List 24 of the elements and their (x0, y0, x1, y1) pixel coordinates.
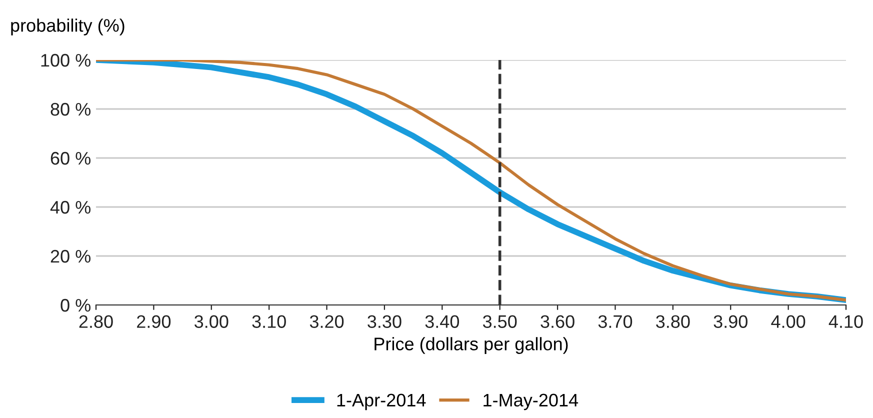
x-tick-label: 2.90 (137, 315, 171, 328)
y-axis-title: probability (%) (11, 18, 124, 36)
x-tick-label: 3.70 (598, 315, 632, 328)
x-tick-label: 3.00 (194, 315, 228, 328)
x-tick-label: 3.90 (714, 315, 748, 328)
y-tick-label: 100 % (41, 54, 90, 67)
x-tick-label: 4.00 (771, 315, 806, 328)
x-tick-label: 3.20 (310, 315, 344, 328)
x-tick-label: 3.40 (425, 315, 460, 328)
x-tick-label: 4.10 (828, 315, 863, 328)
x-tick-label: 3.10 (252, 315, 286, 328)
y-tick-label: 40 % (50, 200, 90, 214)
x-tick-label: 3.30 (368, 315, 402, 328)
y-tick-label: 0 % (60, 298, 90, 312)
y-tick-label: 60 % (50, 152, 90, 165)
x-axis-title: Price (dollars per gallon) (374, 337, 568, 354)
legend-label: 1-May-2014 (484, 394, 578, 410)
x-tick-label: 3.60 (540, 315, 574, 328)
y-tick-label: 80 % (50, 102, 90, 116)
y-tick-label: 20 % (50, 250, 90, 263)
x-tick-label: 2.80 (79, 315, 113, 328)
x-tick-label: 3.80 (656, 315, 690, 328)
x-tick-label: 3.50 (482, 315, 517, 328)
legend-label: 1-Apr-2014 (337, 394, 426, 410)
